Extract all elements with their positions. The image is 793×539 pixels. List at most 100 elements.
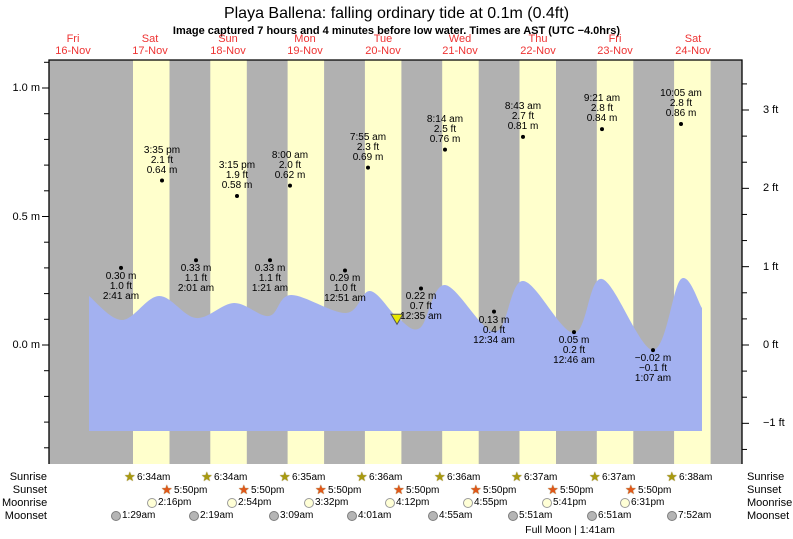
moonset-time: 1:29am xyxy=(122,510,156,521)
moonset-icon xyxy=(428,510,438,521)
day-weekday: Mon xyxy=(294,33,316,45)
moonrise-time: 2:16pm xyxy=(158,497,192,508)
moonset-icon xyxy=(111,510,121,521)
tide-high-dot xyxy=(600,127,604,132)
day-weekday: Fri xyxy=(608,33,622,45)
sunset-icon: ★ xyxy=(393,481,405,497)
day-date: 21-Nov xyxy=(442,45,478,57)
day-weekday: Thu xyxy=(528,33,548,45)
tide-high-dot xyxy=(160,178,164,183)
day-date: 23-Nov xyxy=(597,45,633,57)
day-date: 19-Nov xyxy=(287,45,323,57)
day-label-17-Nov: Sat 17-Nov xyxy=(115,33,185,57)
moonrise-row-label-left: Moonrise xyxy=(2,497,48,509)
sunrise-icon: ★ xyxy=(201,468,213,484)
tide-low-dot xyxy=(268,258,272,263)
moonrise-row-label-right: Moonrise xyxy=(747,497,793,509)
sunrise-icon: ★ xyxy=(589,468,601,484)
tide-high-dot xyxy=(679,121,683,126)
day-label-24-Nov: Sat 24-Nov xyxy=(658,33,728,57)
sunset-time: 5:50pm xyxy=(638,484,672,496)
sunrise-icon: ★ xyxy=(279,468,291,484)
sunrise-time: 6:34am xyxy=(137,471,171,483)
sunrise-time: 6:34am xyxy=(214,471,248,483)
day-date: 24-Nov xyxy=(675,45,711,57)
moonset-time: 4:01am xyxy=(358,510,392,521)
sunset-time: 5:50pm xyxy=(483,484,517,496)
moonset-icon xyxy=(269,510,279,521)
moonset-row-label-left: Moonset xyxy=(4,510,47,522)
sunset-icon: ★ xyxy=(315,481,327,497)
day-weekday: Sat xyxy=(684,33,702,45)
day-date: 18-Nov xyxy=(210,45,246,57)
moonrise-icon xyxy=(227,497,237,508)
day-date: 17-Nov xyxy=(132,45,168,57)
plot-frame xyxy=(48,59,743,464)
day-label-19-Nov: Mon 19-Nov xyxy=(270,33,340,57)
sunset-row-label-right: Sunset xyxy=(747,484,782,496)
tide-curve xyxy=(89,277,702,431)
moonset-icon xyxy=(667,510,677,521)
moonrise-time: 5:41pm xyxy=(553,497,587,508)
tide-low-dot xyxy=(492,309,496,314)
chart-subtitle: Image captured 7 hours and 4 minutes bef… xyxy=(172,25,621,37)
tide-low-dot xyxy=(119,265,123,270)
sunrise-icon: ★ xyxy=(511,468,523,484)
day-weekday: Sun xyxy=(218,33,238,45)
day-label-23-Nov: Fri 23-Nov xyxy=(580,33,650,57)
sunset-time: 5:50pm xyxy=(560,484,594,496)
sunset-time: 5:50pm xyxy=(328,484,362,496)
sunrise-icon: ★ xyxy=(434,468,446,484)
day-weekday: Wed xyxy=(448,33,472,45)
chart-title: Playa Ballena: falling ordinary tide at … xyxy=(223,5,570,22)
sunset-icon: ★ xyxy=(625,481,637,497)
sunrise-time: 6:35am xyxy=(292,471,326,483)
sunrise-icon: ★ xyxy=(666,468,678,484)
sunrise-time: 6:36am xyxy=(369,471,403,483)
moonset-icon xyxy=(347,510,357,521)
tide-low-dot xyxy=(651,348,655,353)
moonrise-icon xyxy=(147,497,157,508)
moonset-time: 7:52am xyxy=(678,510,712,521)
day-weekday: Tue xyxy=(373,33,393,45)
sunset-time: 5:50pm xyxy=(251,484,285,496)
sunrise-row-label-left: Sunrise xyxy=(9,471,47,483)
sunrise-time: 6:38am xyxy=(679,471,713,483)
tide-high-dot xyxy=(235,193,239,198)
tide-high-dot xyxy=(521,134,525,139)
moonset-icon xyxy=(587,510,597,521)
sunrise-time: 6:37am xyxy=(602,471,636,483)
tide-high-dot xyxy=(443,147,447,152)
sunset-icon: ★ xyxy=(161,481,173,497)
full-moon-label: Full Moon | 1:41am xyxy=(525,524,615,536)
moonset-icon xyxy=(508,510,518,521)
moonset-row-label-right: Moonset xyxy=(747,510,790,522)
moonrise-icon xyxy=(304,497,314,508)
sunset-time: 5:50pm xyxy=(174,484,208,496)
tide-low-dot xyxy=(194,258,198,263)
day-label-21-Nov: Wed 21-Nov xyxy=(425,33,495,57)
sunset-row-label-left: Sunset xyxy=(12,484,47,496)
moonset-time: 5:51am xyxy=(519,510,553,521)
day-label-20-Nov: Tue 20-Nov xyxy=(348,33,418,57)
day-date: 22-Nov xyxy=(520,45,556,57)
moonset-time: 4:55am xyxy=(439,510,473,521)
tide-high-dot xyxy=(288,183,292,188)
moonset-icon xyxy=(189,510,199,521)
day-label-18-Nov: Sun 18-Nov xyxy=(193,33,263,57)
day-label-22-Nov: Thu 22-Nov xyxy=(503,33,573,57)
sunset-icon: ★ xyxy=(238,481,250,497)
moonrise-icon xyxy=(620,497,630,508)
day-label-16-Nov: Fri 16-Nov xyxy=(38,33,108,57)
moonrise-icon xyxy=(542,497,552,508)
sunrise-row-label-right: Sunrise xyxy=(747,471,785,483)
moonrise-time: 2:54pm xyxy=(238,497,272,508)
tide-high-dot xyxy=(366,165,370,170)
day-date: 16-Nov xyxy=(55,45,91,57)
sunset-time: 5:50pm xyxy=(406,484,440,496)
now-marker-icon xyxy=(390,313,404,326)
day-date: 20-Nov xyxy=(365,45,401,57)
moonrise-time: 3:32pm xyxy=(315,497,349,508)
